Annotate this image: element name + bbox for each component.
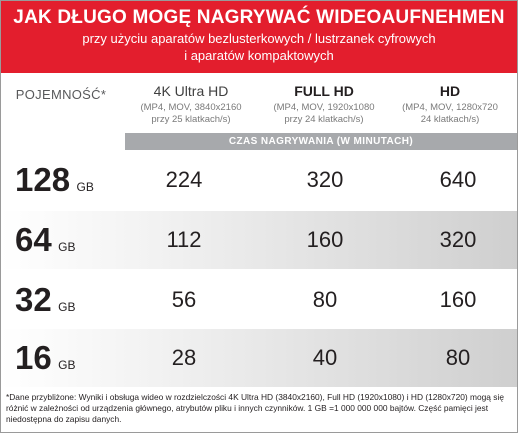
column-header-4k: 4K Ultra HD (MP4, MOV, 3840x2160 przy 25… [121,83,261,126]
value-4k: 112 [166,227,202,252]
page-title: JAK DŁUGO MOGĘ NAGRYWAĆ WIDEOAUFNEHMEN [13,7,505,28]
capacity-value: 64 [15,221,52,258]
column-title: HD [439,83,461,99]
capacity-cell: 64 GB [15,211,76,269]
page-subtitle-line-1: przy użyciu aparatów bezlusterkowych / l… [82,31,436,46]
value-4k: 56 [171,287,197,312]
capacity-unit: GB [58,240,76,254]
capacity-unit: GB [58,300,76,314]
column-format-line-2: przy 24 klatkach/s) [284,114,364,125]
table-row: 64 GB 112 160 320 [1,211,517,269]
recording-time-bar: CZAS NAGRYWANIA (W MINUTACH) [125,133,517,150]
value-full-hd: 320 [306,167,344,192]
column-header-hd: HD (MP4, MOV, 1280x720 24 klatkach/s) [385,83,515,126]
capacity-value: 16 [15,339,52,376]
capacity-unit: GB [76,180,94,194]
column-title: 4K Ultra HD [153,83,229,99]
value-hd: 80 [445,345,471,370]
capacity-value: 128 [15,161,71,198]
capacity-cell: 128 GB [15,151,94,209]
value-full-hd: 80 [312,287,338,312]
column-format-line-1: (MP4, MOV, 1920x1080 [273,102,375,113]
table-row: 32 GB 56 80 160 [1,271,517,329]
value-hd: 160 [439,287,477,312]
page-subtitle-line-2: i aparatów kompaktowych [184,48,334,63]
column-format-line-2: 24 klatkach/s) [420,114,480,125]
title-banner: JAK DŁUGO MOGĘ NAGRYWAĆ WIDEOAUFNEHMEN p… [1,1,517,73]
column-format-line-1: (MP4, MOV, 3840x2160 [140,102,242,113]
value-full-hd: 40 [312,345,338,370]
table-row: 16 GB 28 40 80 [1,329,517,387]
value-hd: 640 [439,167,477,192]
capacity-cell: 32 GB [15,271,76,329]
value-hd: 320 [439,227,477,252]
column-format-line-1: (MP4, MOV, 1280x720 [402,102,498,113]
column-title: FULL HD [294,83,354,99]
capacity-unit: GB [58,358,76,372]
footnote: *Dane przybliżone: Wyniki i obsługa wide… [6,392,504,424]
value-full-hd: 160 [306,227,344,252]
capacity-value: 32 [15,281,52,318]
value-4k: 28 [171,345,197,370]
column-format-line-2: przy 25 klatkach/s) [151,114,231,125]
capacity-cell: 16 GB [15,329,76,387]
capacity-header: POJEMNOŚĆ* [15,87,107,102]
table-row: 128 GB 224 320 640 [1,151,517,209]
value-4k: 224 [165,167,203,192]
column-header-full-hd: FULL HD (MP4, MOV, 1920x1080 przy 24 kla… [259,83,389,126]
